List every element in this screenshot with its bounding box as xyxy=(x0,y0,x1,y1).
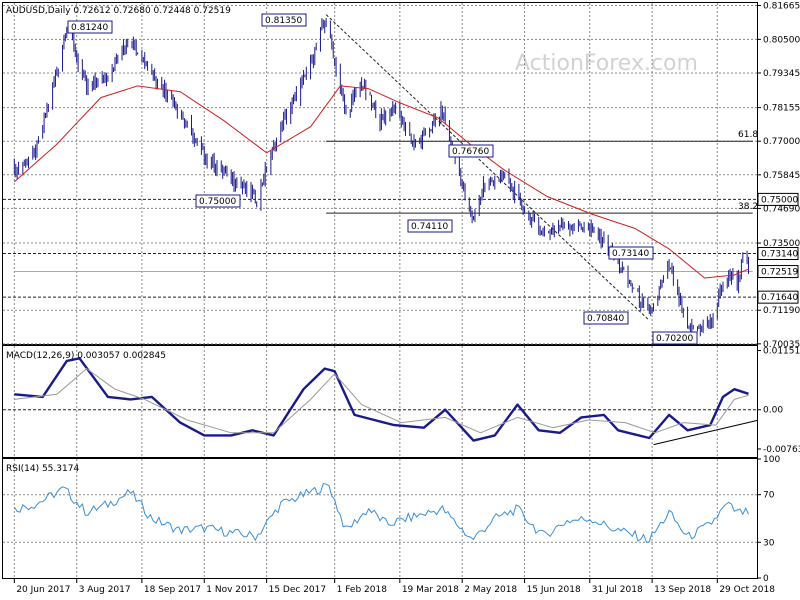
macd-tick-label: -0.007634 xyxy=(763,445,800,455)
y-tick-label: 0.73500 xyxy=(763,239,800,249)
annotation-text: 0.73140 xyxy=(612,249,649,259)
macd-lines xyxy=(3,346,758,457)
macd-line xyxy=(14,357,749,442)
annotation-label: 0.81350 xyxy=(261,13,307,27)
rsi-panel: 100 70 30 0 RSI(14) 55.3174 xyxy=(2,455,780,584)
level-price-label: 0.71640 xyxy=(757,290,799,304)
y-tick-label: 0.81665 xyxy=(763,1,800,11)
level-price-box xyxy=(757,192,799,206)
annotation-box xyxy=(583,311,629,325)
price-levels: 61.8 38.2 xyxy=(3,14,758,321)
price-panel: ActionForex.com 61.838.2 0.812400.813500… xyxy=(2,1,800,350)
x-tick-label: 15 Dec 2017 xyxy=(269,585,327,595)
watermark-text: ActionForex.com xyxy=(515,51,698,76)
annotation-text: 0.74110 xyxy=(411,222,448,232)
price-grid xyxy=(3,3,757,345)
macd-trendline xyxy=(653,420,758,446)
annotation-box xyxy=(67,20,113,34)
rsi-label: RSI(14) 55.3174 xyxy=(6,464,79,474)
annotation-box xyxy=(448,144,494,158)
x-tick-label: 20 Jun 2017 xyxy=(16,585,70,595)
annotation-text: 0.76760 xyxy=(452,147,489,157)
current-price-box xyxy=(757,265,799,279)
current-price-label: 0.72519 xyxy=(757,265,799,279)
level-price-text: 0.75000 xyxy=(761,195,798,205)
y-tick-label: 0.71190 xyxy=(763,306,800,316)
y-tick-label: 0.74690 xyxy=(763,204,800,214)
annotation-label: 0.73140 xyxy=(608,246,654,260)
annotation-text: 0.75000 xyxy=(199,197,236,207)
level-price-label: 0.73140 xyxy=(757,247,799,261)
rsi-lines xyxy=(3,459,757,578)
level-price-text: 0.73140 xyxy=(761,250,798,260)
annotation-label: 0.81240 xyxy=(67,20,113,34)
rsi-tick-label: 70 xyxy=(763,491,775,501)
annotation-text: 0.70840 xyxy=(587,314,624,324)
rsi-line xyxy=(13,482,749,543)
annotation-text: 0.81240 xyxy=(71,23,108,33)
annotation-box xyxy=(261,13,307,27)
y-tick-label: 0.78155 xyxy=(763,104,800,114)
price-y-axis: 0.81665 0.80500 0.79345 0.78155 0.77000 0.758… xyxy=(757,1,800,350)
annotation-text: 0.81350 xyxy=(265,16,302,26)
level-price-box xyxy=(757,290,799,304)
x-tick-label: 2 May 2018 xyxy=(464,585,517,595)
fib-label: 38.2 xyxy=(738,202,758,212)
x-tick-label: 31 Jul 2018 xyxy=(592,585,643,595)
x-axis: 20 Jun 2017 3 Aug 2017 18 Sep 2017 1 Nov 20… xyxy=(13,579,775,595)
macd-y-axis: 0.011517 0.00 -0.007634 xyxy=(757,347,800,455)
x-tick-label: 1 Nov 2017 xyxy=(206,585,258,595)
x-tick-label: 1 Feb 2018 xyxy=(337,585,388,595)
price-annotations: 0.81240 0.81350 0.75000 0.76760 0.74110 0.731… xyxy=(67,13,698,345)
current-price-text: 0.72519 xyxy=(761,268,798,278)
y-tick-label: 0.75845 xyxy=(763,171,800,181)
macd-label: MACD(12,26,9) 0.003057 0.002845 xyxy=(6,351,166,361)
x-tick-label: 29 Oct 2018 xyxy=(719,585,775,595)
price-trendline xyxy=(325,14,650,321)
level-price-text: 0.71640 xyxy=(761,293,798,303)
x-tick-label: 13 Sep 2018 xyxy=(654,585,711,595)
x-tick-label: 19 Mar 2018 xyxy=(402,585,459,595)
macd-tick-label: 0.00 xyxy=(763,406,783,416)
y-tick-label: 0.70035 xyxy=(763,340,800,350)
annotation-label: 0.70840 xyxy=(583,311,629,325)
y-tick-label: 0.80500 xyxy=(763,35,800,45)
macd-series xyxy=(14,357,749,442)
rsi-tick-label: 100 xyxy=(763,455,780,465)
rsi-tick-label: 0 xyxy=(763,574,769,584)
annotation-box xyxy=(652,331,698,345)
y-tick-label: 0.79345 xyxy=(763,69,800,79)
price-header: AUDUSD,Daily 0.72612 0.72680 0.72448 0.7… xyxy=(6,6,231,16)
annotation-box xyxy=(195,194,241,208)
annotation-box xyxy=(608,246,654,260)
annotation-text: 0.70200 xyxy=(656,334,693,344)
annotation-box xyxy=(407,219,453,233)
moving-average-line xyxy=(13,85,749,279)
x-tick-label: 15 Jun 2018 xyxy=(527,585,581,595)
macd-panel: 0.011517 0.00 -0.007634 MACD(12,26,9) 0.00… xyxy=(2,345,800,458)
y-tick-label: 0.77000 xyxy=(763,137,800,147)
rsi-tick-label: 30 xyxy=(763,538,775,548)
fib-label: 61.8 xyxy=(738,130,758,140)
macd-tick-label: 0.011517 xyxy=(763,347,800,357)
x-tick-label: 3 Aug 2017 xyxy=(79,585,131,595)
annotation-label: 0.75000 xyxy=(195,194,241,208)
macd-signal-line xyxy=(14,368,749,434)
level-price-label: 0.75000 xyxy=(757,192,799,206)
annotation-label: 0.74110 xyxy=(407,219,453,233)
rsi-y-axis: 100 70 30 0 xyxy=(757,455,780,584)
annotation-label: 0.76760 xyxy=(448,144,494,158)
rsi-series xyxy=(13,482,749,543)
level-price-box xyxy=(757,247,799,261)
annotation-label: 0.70200 xyxy=(652,331,698,345)
x-tick-label: 18 Sep 2017 xyxy=(144,585,201,595)
